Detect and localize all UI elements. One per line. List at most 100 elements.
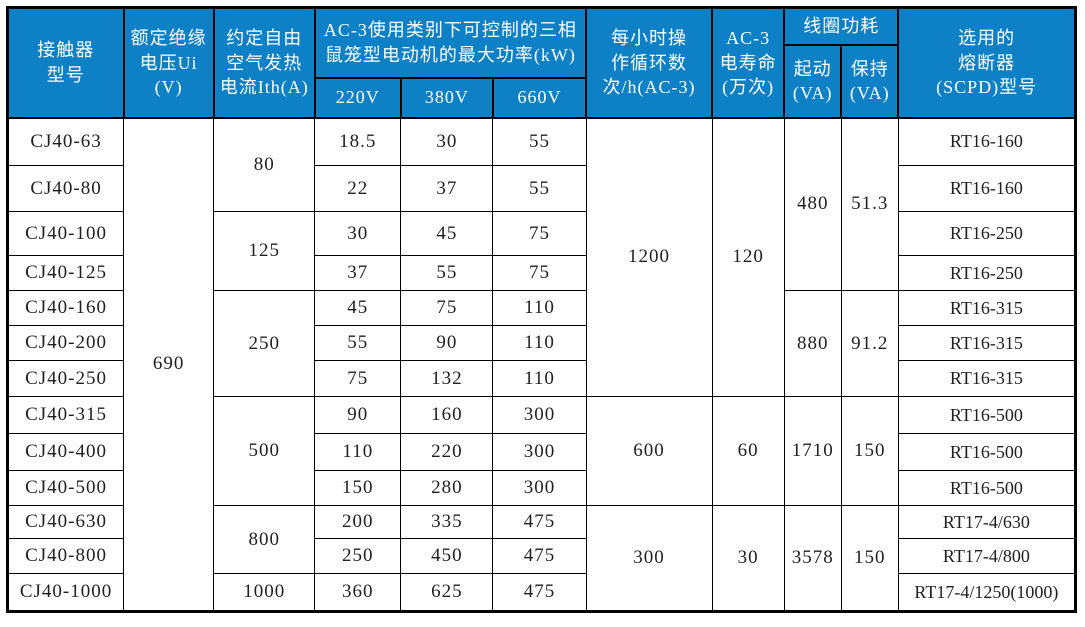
cell-kw380: 90 bbox=[400, 325, 494, 361]
cell-kw660: 75 bbox=[492, 255, 587, 291]
cell-model: CJ40-125 bbox=[6, 255, 125, 291]
cell-kw380: 55 bbox=[400, 255, 494, 291]
cell-scpd: RT16-160 bbox=[897, 165, 1077, 212]
table-header: 接触器 型号 额定绝缘 电压Ui (V) 约定自由 空气发热 电流Ith(A) … bbox=[6, 6, 1077, 119]
cell-kw660: 475 bbox=[492, 573, 587, 612]
header-380v: 380V bbox=[399, 76, 494, 119]
cell-model: CJ40-100 bbox=[6, 211, 125, 256]
header-electrical-life: AC-3 电寿命 (万次) bbox=[711, 6, 786, 119]
cell-kw380: 450 bbox=[400, 538, 494, 574]
table-row: CJ40-200 55 90 110 RT16-315 bbox=[6, 325, 1077, 361]
table-row: CJ40-800 250 450 475 RT17-4/800 bbox=[6, 538, 1077, 574]
cell-model: CJ40-500 bbox=[6, 470, 125, 506]
cell-kw220: 250 bbox=[314, 538, 402, 574]
cell-kw660: 300 bbox=[492, 433, 587, 471]
cell-kw660: 55 bbox=[492, 165, 587, 212]
cell-kw380: 132 bbox=[400, 360, 494, 397]
cell-kw380: 37 bbox=[400, 165, 494, 212]
cell-kw220: 200 bbox=[314, 505, 402, 539]
cell-cycles: 300 bbox=[585, 505, 713, 612]
header-row-2: 起动 (VA) 保持 (VA) bbox=[8, 43, 1076, 119]
cell-kw220: 110 bbox=[314, 433, 402, 471]
header-220v: 220V bbox=[313, 76, 402, 119]
cell-ith: 125 bbox=[213, 211, 316, 291]
cell-model: CJ40-400 bbox=[6, 433, 125, 471]
cell-hold-va: 91.2 bbox=[840, 290, 899, 397]
cell-kw380: 280 bbox=[400, 470, 494, 506]
cell-start-va: 3578 bbox=[783, 505, 842, 612]
cell-scpd: RT16-500 bbox=[897, 433, 1077, 471]
cell-ith: 800 bbox=[213, 505, 316, 574]
header-ac3-max-power: AC-3使用类别下可控制的三相 鼠笼型电动机的最大功率(kW) bbox=[313, 6, 588, 79]
header-contactor-model: 接触器 型号 bbox=[6, 6, 125, 119]
table-row: CJ40-630 800 200 335 475 300 30 3578 150… bbox=[6, 505, 1077, 612]
cell-model: CJ40-80 bbox=[6, 165, 125, 212]
header-row-3: 220V 380V 660V bbox=[8, 76, 1076, 119]
cell-kw380: 625 bbox=[400, 573, 494, 612]
cell-insulation-voltage: 690 bbox=[123, 117, 215, 612]
cell-model: CJ40-63 bbox=[6, 117, 125, 166]
table-row: CJ40-100 125 30 45 75 RT16-250 bbox=[6, 211, 1077, 291]
cell-kw660: 75 bbox=[492, 211, 587, 256]
table-row: CJ40-400 110 220 300 RT16-500 bbox=[6, 433, 1077, 471]
cell-model: CJ40-315 bbox=[6, 396, 125, 434]
cell-start-va: 1710 bbox=[783, 396, 842, 506]
header-operating-cycles: 每小时操 作循环数 次/h(AC-3) bbox=[584, 6, 714, 119]
cell-ith: 500 bbox=[213, 396, 316, 506]
cell-kw220: 37 bbox=[314, 255, 402, 291]
cell-kw220: 360 bbox=[314, 573, 402, 612]
cell-scpd: RT16-500 bbox=[897, 470, 1077, 506]
header-coil-power: 线圈功耗 bbox=[783, 6, 900, 46]
cell-kw220: 75 bbox=[314, 360, 402, 397]
header-hold-va: 保持 (VA) bbox=[840, 43, 900, 119]
cell-life: 60 bbox=[711, 396, 785, 506]
cell-kw220: 22 bbox=[314, 165, 402, 212]
cell-kw380: 30 bbox=[400, 117, 494, 166]
cell-kw380: 160 bbox=[400, 396, 494, 434]
header-660v: 660V bbox=[491, 76, 588, 119]
cell-scpd: RT16-250 bbox=[897, 255, 1077, 291]
table-row: CJ40-315 500 90 160 300 600 60 1710 150 … bbox=[6, 396, 1077, 506]
cell-life: 120 bbox=[711, 117, 785, 397]
cell-ith: 250 bbox=[213, 290, 316, 397]
cell-kw660: 110 bbox=[492, 290, 587, 326]
header-insulation-voltage: 额定绝缘 电压Ui (V) bbox=[122, 6, 215, 119]
table-row: CJ40-500 150 280 300 RT16-500 bbox=[6, 470, 1077, 506]
cell-kw380: 75 bbox=[400, 290, 494, 326]
cell-ith: 80 bbox=[213, 117, 316, 212]
cell-cycles: 1200 bbox=[585, 117, 713, 397]
cell-hold-va: 150 bbox=[840, 396, 899, 506]
header-scpd-fuse: 选用的 熔断器 (SCPD)型号 bbox=[897, 6, 1077, 119]
header-thermal-current: 约定自由 空气发热 电流Ith(A) bbox=[212, 6, 316, 119]
cell-kw380: 45 bbox=[400, 211, 494, 256]
cell-scpd: RT17-4/630 bbox=[897, 505, 1077, 539]
header-row-1: 接触器 型号 额定绝缘 电压Ui (V) 约定自由 空气发热 电流Ith(A) … bbox=[6, 6, 1077, 119]
table-row: CJ40-160 250 45 75 110 880 91.2 RT16-315 bbox=[6, 290, 1077, 397]
table-row: CJ40-125 37 55 75 RT16-250 bbox=[6, 255, 1077, 291]
cell-scpd: RT16-500 bbox=[897, 396, 1077, 434]
cell-kw660: 110 bbox=[492, 325, 587, 361]
cell-scpd: RT16-315 bbox=[897, 325, 1077, 361]
header-start-va: 起动 (VA) bbox=[783, 43, 843, 119]
cell-kw220: 45 bbox=[314, 290, 402, 326]
cell-start-va: 480 bbox=[783, 117, 842, 291]
cell-kw220: 18.5 bbox=[314, 117, 402, 166]
cell-ith: 1000 bbox=[213, 573, 316, 612]
cell-kw380: 220 bbox=[400, 433, 494, 471]
table-row: CJ40-63 690 80 18.5 30 55 1200 120 480 5… bbox=[6, 117, 1077, 612]
cell-scpd: RT16-250 bbox=[897, 211, 1077, 256]
cell-model: CJ40-1000 bbox=[6, 573, 125, 612]
cell-kw660: 300 bbox=[492, 396, 587, 434]
cell-kw220: 30 bbox=[314, 211, 402, 256]
cell-kw660: 300 bbox=[492, 470, 587, 506]
cell-model: CJ40-630 bbox=[6, 505, 125, 539]
cell-start-va: 880 bbox=[783, 290, 842, 397]
cell-kw660: 475 bbox=[492, 505, 587, 539]
cell-model: CJ40-250 bbox=[6, 360, 125, 397]
cell-scpd: RT16-315 bbox=[897, 360, 1077, 397]
table-row: CJ40-250 75 132 110 RT16-315 bbox=[6, 360, 1077, 397]
cell-kw660: 55 bbox=[492, 117, 587, 166]
cell-kw660: 110 bbox=[492, 360, 587, 397]
cell-hold-va: 51.3 bbox=[840, 117, 899, 291]
table-body: CJ40-63 690 80 18.5 30 55 1200 120 480 5… bbox=[6, 117, 1077, 612]
